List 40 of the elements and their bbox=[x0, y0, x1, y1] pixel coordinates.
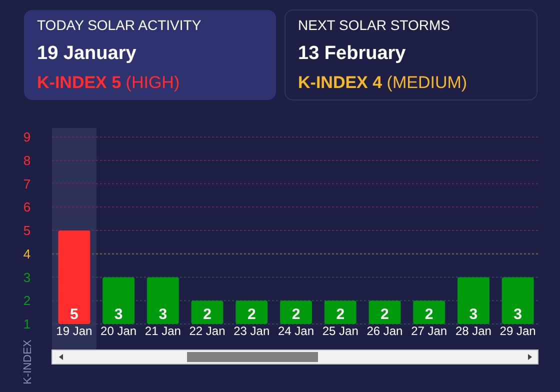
data-label: 2 bbox=[247, 306, 256, 323]
data-label: 3 bbox=[469, 306, 478, 323]
x-tick-label: 29 Jan bbox=[500, 324, 536, 338]
y-tick-label: 8 bbox=[23, 152, 31, 168]
data-label: 2 bbox=[336, 306, 345, 323]
text: NEXT SOLAR STORMS bbox=[298, 17, 450, 33]
text: 19 January bbox=[37, 43, 137, 64]
data-label: 2 bbox=[380, 306, 389, 323]
data-label: 2 bbox=[424, 306, 434, 323]
x-tick-label: 27 Jan bbox=[411, 324, 448, 338]
y-tick-label: 6 bbox=[23, 200, 31, 215]
x-tick-label: 22 Jan bbox=[189, 324, 226, 338]
x-tick-label: 21 Jan bbox=[144, 324, 181, 338]
text: TODAY SOLAR ACTIVITY bbox=[37, 17, 202, 33]
x-tick-label: 26 Jan bbox=[366, 324, 403, 338]
x-tick-label: 24 Jan bbox=[278, 324, 314, 338]
y-tick-label: 3 bbox=[23, 270, 31, 285]
text: K-INDEX 5 bbox=[37, 73, 122, 92]
data-label: 2 bbox=[203, 306, 212, 323]
y-tick-label: 4 bbox=[23, 246, 31, 262]
data-label: 2 bbox=[292, 306, 300, 323]
y-tick-label: 2 bbox=[23, 293, 31, 308]
data-label: 5 bbox=[70, 306, 78, 323]
data-label: 3 bbox=[158, 306, 168, 323]
text: (MEDIUM) bbox=[382, 73, 468, 92]
data-label: 3 bbox=[114, 306, 123, 323]
y-tick-label: 1 bbox=[23, 316, 31, 332]
x-tick-label: 20 Jan bbox=[100, 324, 137, 338]
x-tick-label: 25 Jan bbox=[322, 324, 358, 338]
x-tick-label: 23 Jan bbox=[234, 324, 270, 338]
x-tick-label: 19 Jan bbox=[56, 324, 92, 338]
y-tick-label: 9 bbox=[23, 130, 31, 145]
text: 13 February bbox=[298, 43, 406, 64]
text: (HIGH) bbox=[121, 73, 180, 92]
y-tick-label: 5 bbox=[23, 223, 31, 238]
y-axis-title: K-INDEX bbox=[22, 339, 34, 384]
y-tick-label: 7 bbox=[23, 176, 31, 192]
text: K-INDEX 4 bbox=[298, 73, 383, 92]
x-tick-label: 28 Jan bbox=[455, 324, 492, 338]
data-label: 3 bbox=[514, 306, 522, 323]
